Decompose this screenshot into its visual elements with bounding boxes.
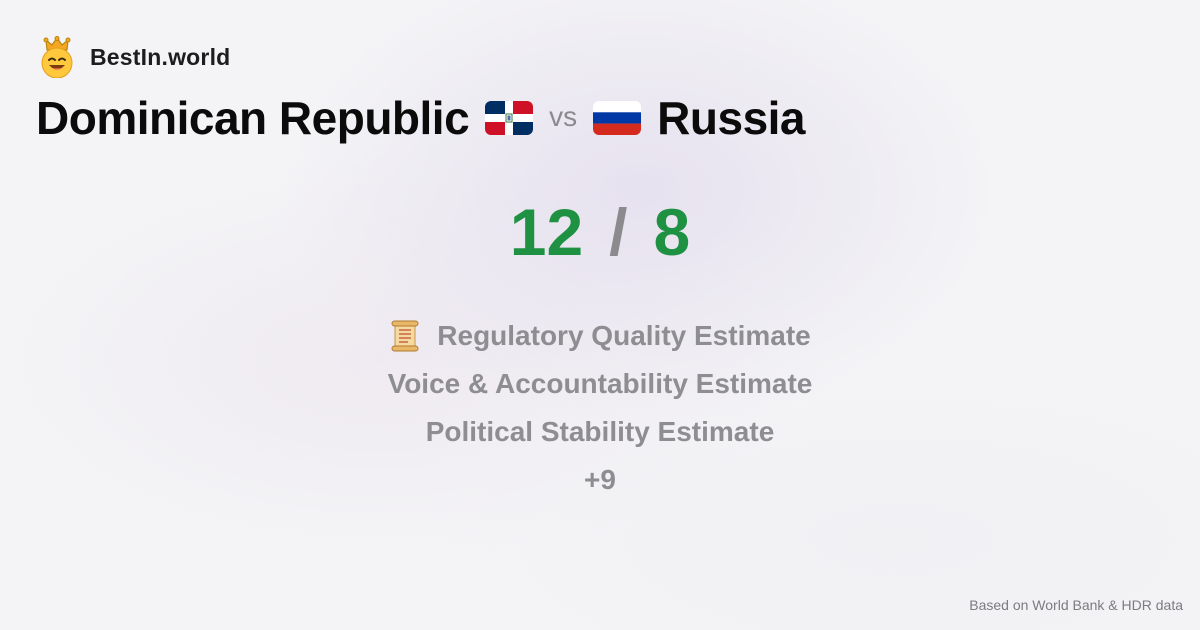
right-score: 8: [653, 195, 691, 269]
criteria-item: Political Stability Estimate: [0, 408, 1200, 456]
data-source-note: Based on World Bank & HDR data: [969, 597, 1183, 613]
more-criteria-count[interactable]: +9: [0, 456, 1200, 504]
dominican-republic-flag-icon: [485, 101, 534, 135]
criteria-item: Voice & Accountability Estimate: [0, 360, 1200, 408]
brand-name: BestIn.world: [90, 43, 231, 70]
brand[interactable]: BestIn.world: [38, 36, 231, 79]
crown-smiley-icon: [38, 36, 76, 79]
left-score: 12: [509, 195, 584, 269]
vs-label: vs: [549, 101, 578, 132]
page-title: Dominican Republic vs Russia: [36, 88, 806, 148]
score-separator: /: [609, 195, 628, 269]
left-country-name[interactable]: Dominican Republic: [36, 92, 470, 144]
right-country-name[interactable]: Russia: [657, 92, 806, 144]
criteria-label: Voice & Accountability Estimate: [387, 368, 813, 399]
russia-flag-icon: [593, 101, 642, 135]
criteria-item: Regulatory Quality Estimate: [0, 312, 1200, 360]
criteria-label: Political Stability Estimate: [425, 416, 775, 447]
more-criteria-label: +9: [584, 464, 616, 495]
criteria-list: Regulatory Quality Estimate Voice & Acco…: [0, 312, 1200, 504]
criteria-label: Regulatory Quality Estimate: [437, 320, 811, 351]
score: 12 / 8: [0, 192, 1200, 272]
scroll-icon: [389, 319, 421, 353]
